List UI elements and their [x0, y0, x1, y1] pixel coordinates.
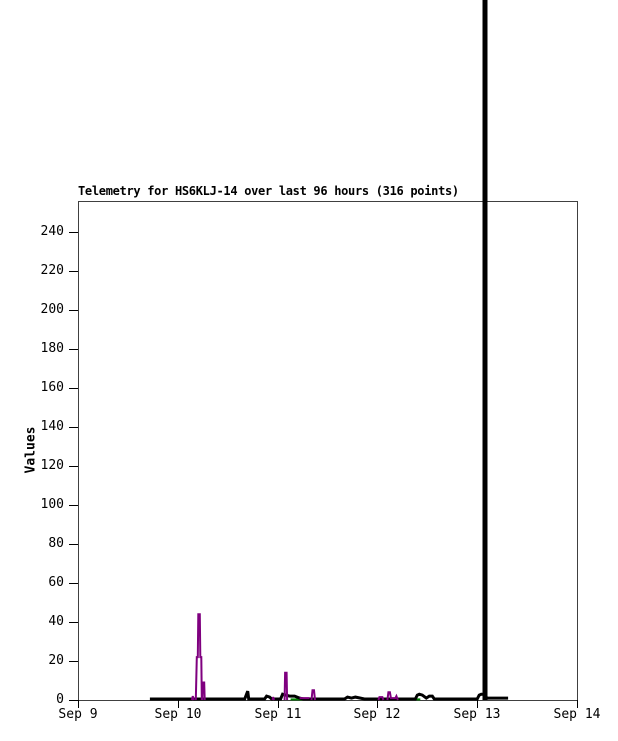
x-tick-label: Sep 11 [254, 707, 302, 722]
series-black-channel [149, 690, 509, 701]
y-tick-label: 80 [48, 536, 64, 551]
series-purple-channel [271, 696, 276, 701]
x-tick-label: Sep 10 [154, 707, 202, 722]
y-tick-label: 140 [40, 419, 64, 434]
y-tick-label: 0 [56, 692, 64, 707]
y-tick-label: 160 [40, 380, 64, 395]
y-tick-label: 40 [48, 614, 64, 629]
y-tick-label: 180 [40, 341, 64, 356]
series-purple-channel [194, 613, 203, 701]
y-tick-label: 240 [40, 224, 64, 239]
series-purple-channel [201, 681, 206, 701]
series-purple-channel [190, 695, 195, 701]
series-purple-channel [386, 691, 399, 701]
chart-title: Telemetry for HS6KLJ-14 over last 96 hou… [78, 184, 459, 198]
plot-border [78, 201, 578, 701]
series-purple-channel [310, 689, 316, 701]
offscale-spike-line [482, 0, 488, 700]
y-tick-label: 20 [48, 653, 64, 668]
x-tick-label: Sep 12 [353, 707, 401, 722]
y-tick-label: 120 [40, 458, 64, 473]
x-tick-label: Sep 9 [58, 707, 98, 722]
series-purple-channel [283, 671, 289, 701]
series-purple-channel [377, 696, 385, 701]
y-tick-label: 60 [48, 575, 64, 590]
y-tick-label: 220 [40, 263, 64, 278]
x-tick-label: Sep 13 [453, 707, 501, 722]
x-tick-label: Sep 14 [553, 707, 601, 722]
y-tick-label: 100 [40, 497, 64, 512]
y-tick-label: 200 [40, 302, 64, 317]
